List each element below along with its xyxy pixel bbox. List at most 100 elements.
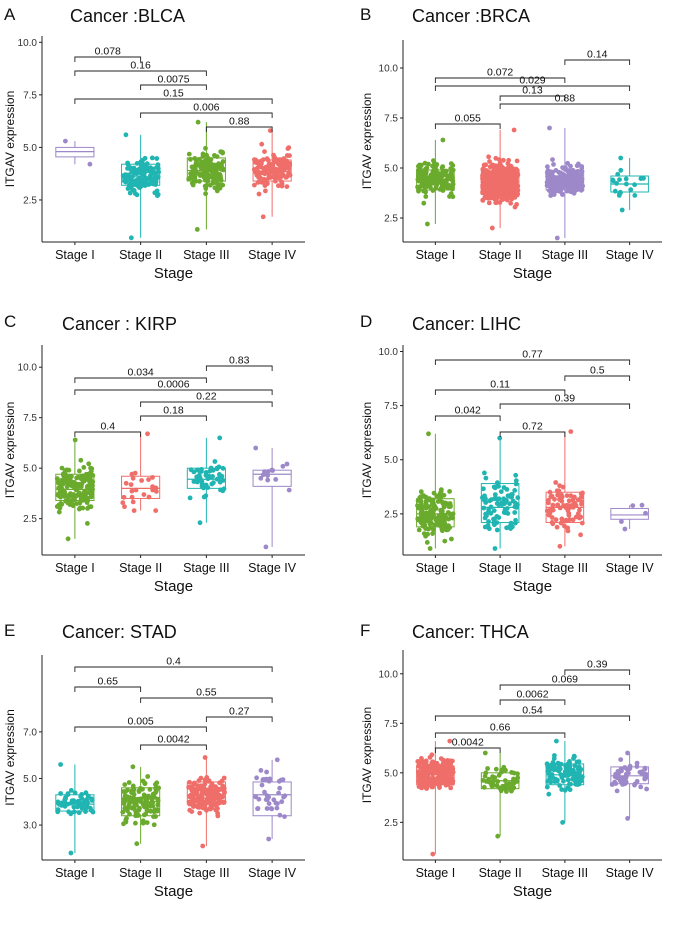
data-point [492,775,498,780]
data-point [503,787,509,793]
data-point [196,778,202,783]
data-point [148,795,154,801]
data-point [419,781,425,786]
data-point [267,128,273,134]
data-point [254,775,259,781]
box-iqr [610,507,649,520]
panel-f: F Cancer: THCA 2.5 5.0 7.5 10.0 Stage I Stage I… [360,621,662,900]
data-point [614,788,620,794]
data-point [264,806,270,811]
comparison-bracket [434,747,501,753]
comparison-bracket [74,389,273,395]
data-point [221,785,227,791]
data-point [79,481,85,487]
data-point [262,183,268,189]
data-point [514,778,519,784]
data-point [615,769,621,774]
comparison-bracket [564,375,631,381]
data-point [56,509,62,515]
data-point [197,178,202,184]
data-point [133,487,139,493]
data-point [483,500,489,505]
data-point [483,496,488,501]
p-value-label: 0.83 [229,355,250,367]
data-point [572,189,577,194]
data-point [448,785,454,791]
data-point [638,784,644,790]
y-tick-label: 7.0 [23,727,37,738]
data-point [205,778,211,784]
data-point [141,492,147,497]
data-point [59,478,64,483]
data-point [127,190,133,196]
data-point [559,775,565,780]
panel-letter: F [360,621,370,640]
data-point [282,793,288,799]
data-point [83,809,88,814]
data-point [210,474,216,479]
data-point [506,171,511,177]
x-category-label: Stage I [55,561,95,575]
data-point [422,160,428,166]
data-point [422,173,428,179]
data-point [625,750,630,756]
x-category-label: Stage II [479,866,522,880]
data-point [562,523,567,529]
data-point [557,543,563,549]
data-point [423,758,429,764]
data-point [494,520,500,525]
data-point [286,487,292,493]
data-point [268,166,274,172]
data-point [139,478,145,483]
data-point [579,499,585,505]
data-point [446,504,452,509]
data-point [512,195,518,200]
data-point [554,738,559,744]
data-point [615,171,621,177]
data-point [89,485,95,490]
box-stage-iv [252,445,292,550]
data-point [547,766,552,772]
data-point [273,477,279,482]
data-point [66,478,72,484]
data-point [431,168,437,173]
box-stage-ii [480,435,521,551]
data-point [197,799,203,805]
data-point [425,531,430,537]
y-axis-title: ITGAV expression [3,709,17,805]
data-point [150,169,156,175]
data-point [557,483,562,489]
data-point [215,810,221,816]
data-point [139,169,144,175]
x-category-label: Stage I [416,248,456,262]
data-point [630,503,636,508]
data-point [58,791,63,796]
comparison-bracket [140,744,207,750]
data-point [415,517,421,523]
data-point [571,756,576,761]
data-point [513,190,519,195]
y-tick-label: 5.0 [23,143,37,154]
data-point [498,788,504,794]
panel-d: D Cancer: LIHC 2.5 5.0 7.5 10.0 Stage I Stage I… [360,312,662,595]
data-point [480,198,486,203]
p-value-label: 0.72 [522,421,543,433]
data-point [573,503,579,508]
data-point [131,182,137,188]
data-point [54,476,60,481]
data-point [134,813,140,818]
data-point [502,778,508,783]
data-point [644,786,649,792]
data-point [574,163,580,169]
data-point [143,164,149,170]
y-tick-label: 7.5 [384,401,398,412]
comparison-bracket [499,95,566,101]
data-point [418,178,424,184]
panel-title: Cancer :BRCA [412,6,530,26]
data-point [450,182,455,188]
data-point [275,174,280,180]
data-point [85,521,90,526]
data-point [256,796,262,802]
data-point [576,767,582,773]
